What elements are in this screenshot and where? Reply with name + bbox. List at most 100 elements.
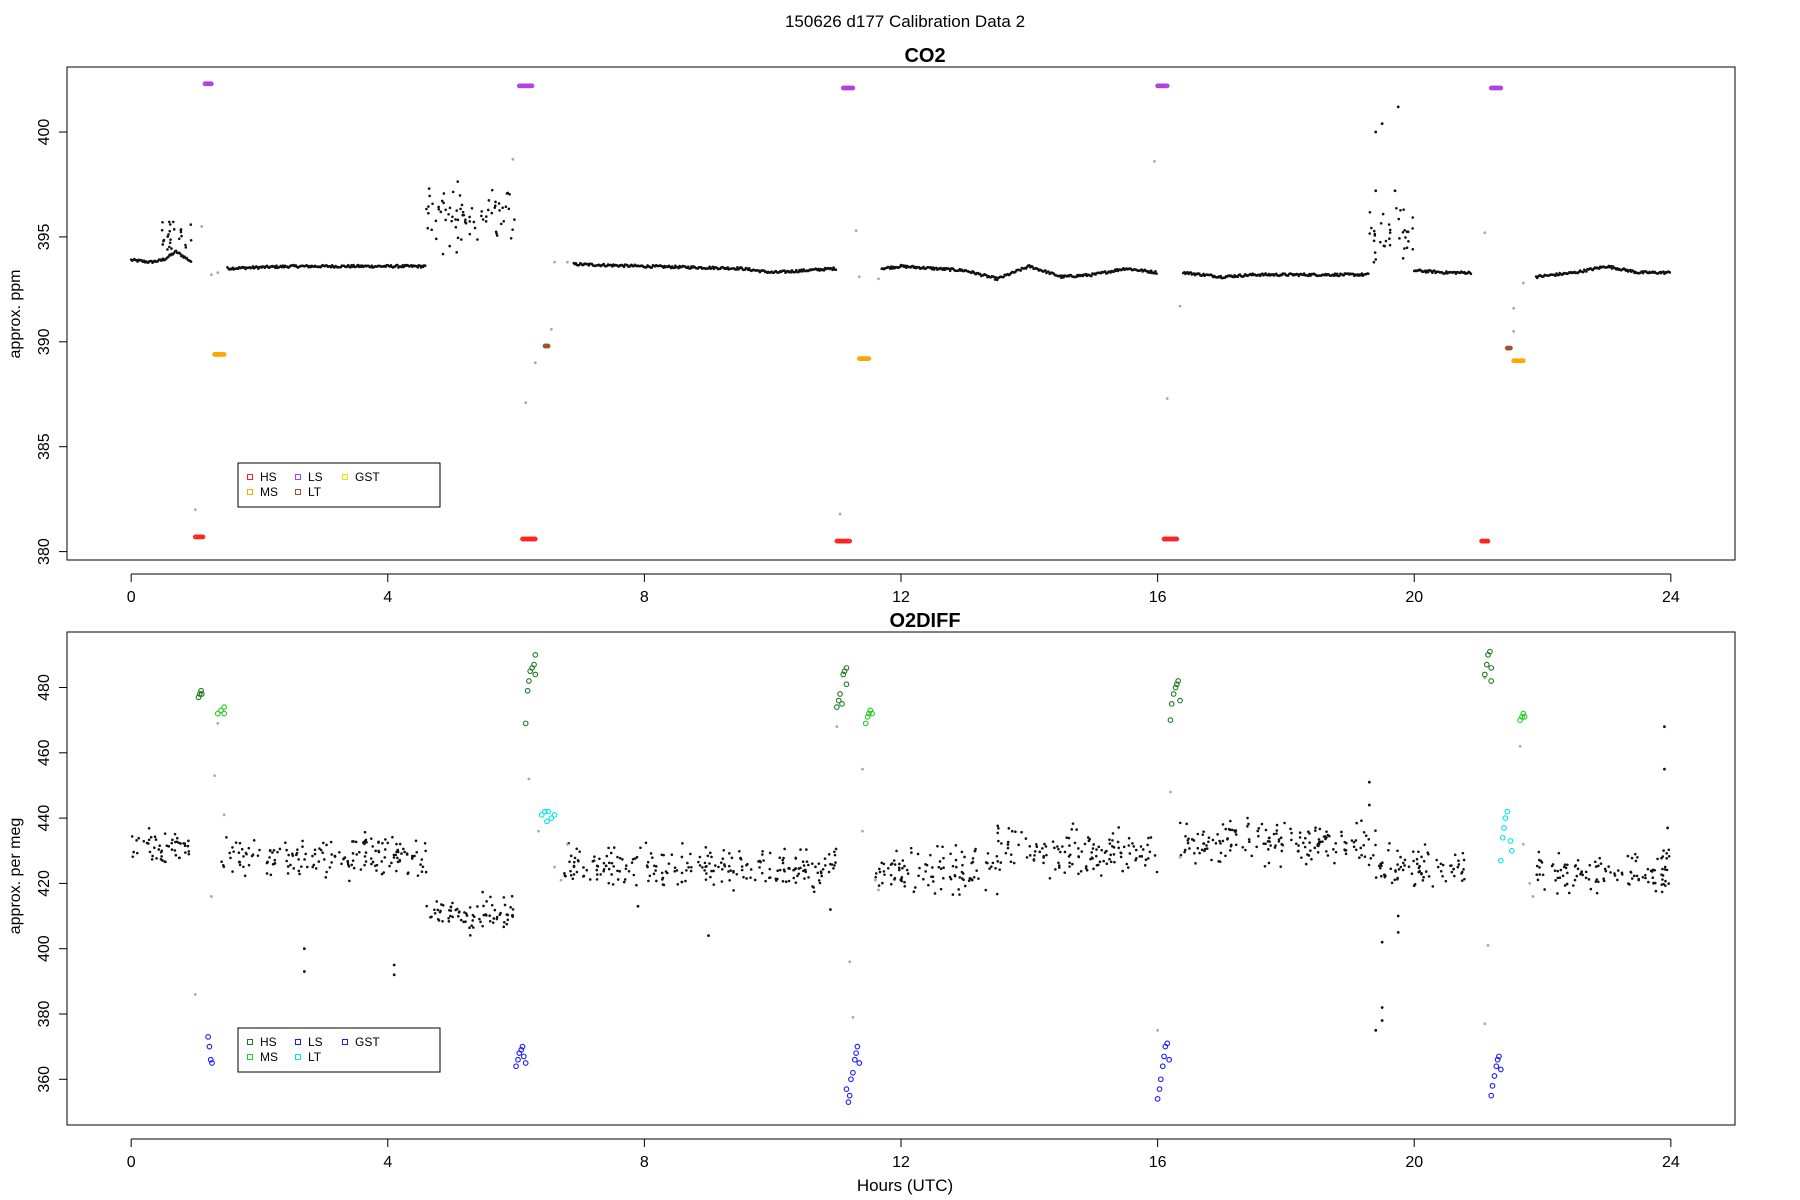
o2diff-ambient-point: [1367, 837, 1371, 841]
co2-ambient-point: [504, 205, 508, 209]
o2diff-ambient-point: [131, 855, 135, 858]
o2diff-legend-box: [237, 1027, 441, 1073]
o2diff-ambient-point: [482, 904, 485, 908]
o2diff-ambient-point: [314, 867, 318, 870]
o2diff-ambient-point: [1635, 874, 1639, 878]
o2diff-ambient-point: [311, 865, 315, 869]
o2diff-ambient-point: [602, 867, 606, 871]
o2diff-ambient-point: [821, 867, 825, 871]
co2-ambient-point: [1140, 268, 1143, 271]
o2diff-ambient-point: [365, 841, 368, 844]
o2diff-ambient-point: [1563, 863, 1567, 866]
o2diff-ambient-point: [758, 866, 761, 869]
co2-ambient-point: [493, 206, 497, 209]
o2diff-ambient-point: [1358, 856, 1361, 860]
o2diff-ambient-point: [639, 846, 642, 850]
o2diff-ambient-point: [456, 914, 460, 918]
o2diff-ambient-point: [653, 864, 656, 868]
o2diff-ambient-point: [1091, 847, 1095, 850]
o2diff-ambient-point: [893, 876, 897, 880]
o2diff-standard-hs-point: [532, 671, 539, 678]
o2diff-x-tick-label: 12: [892, 1154, 910, 1171]
o2diff-ambient-point: [1417, 850, 1420, 854]
co2-ambient-point: [161, 220, 164, 224]
co2-ambient-point: [622, 265, 626, 269]
o2diff-ambient-point: [827, 870, 831, 874]
o2diff-ambient-point: [1207, 836, 1211, 839]
o2diff-ambient-point: [398, 858, 402, 862]
o2diff-outlier-point: [636, 904, 640, 908]
co2-ambient-point: [1411, 216, 1415, 219]
o2diff-ambient-point: [1105, 862, 1109, 866]
o2diff-ambient-point: [352, 866, 356, 870]
o2diff-ambient-point: [732, 871, 735, 874]
co2-flush-point: [1165, 397, 1169, 400]
o2diff-ambient-point: [290, 852, 294, 856]
co2-ambient-point: [1405, 230, 1409, 234]
co2-standard-hs-point: [200, 534, 206, 540]
co2-ambient-point: [423, 264, 427, 268]
o2diff-standard-hs-point: [843, 665, 850, 671]
o2diff-ambient-point: [632, 873, 636, 877]
o2diff-ambient-point: [624, 864, 628, 867]
o2diff-ambient-point: [760, 871, 764, 875]
o2diff-ambient-point: [1656, 857, 1659, 861]
co2-ambient-point: [484, 220, 488, 223]
o2diff-ambient-point: [713, 864, 717, 867]
co2-ambient-point: [448, 206, 452, 210]
o2diff-ambient-point: [1411, 850, 1415, 853]
o2diff-ambient-point: [676, 882, 680, 886]
o2diff-ambient-point: [243, 874, 247, 878]
o2diff-ambient-point: [1298, 831, 1302, 834]
co2-ambient-point: [166, 248, 169, 251]
o2diff-ambient-point: [893, 863, 897, 866]
o2diff-ambient-point: [1132, 845, 1136, 848]
o2diff-ambient-point: [1660, 890, 1664, 894]
o2diff-ambient-point: [1267, 861, 1271, 865]
o2diff-ambient-point: [328, 866, 332, 869]
o2diff-ambient-point: [415, 850, 419, 854]
o2diff-ambient-point: [1224, 854, 1227, 858]
o2diff-ambient-point: [1147, 836, 1150, 840]
o2diff-standard-ls-point: [513, 1063, 519, 1070]
o2diff-ambient-point: [1571, 884, 1575, 887]
o2diff-ambient-point: [458, 910, 461, 913]
co2-ambient-point: [1411, 227, 1414, 230]
o2diff-ambient-point: [1607, 865, 1610, 868]
co2-ambient-point: [459, 238, 463, 241]
o2diff-ambient-point: [874, 875, 878, 879]
o2diff-ambient-point: [370, 862, 373, 866]
o2diff-ambient-point: [670, 853, 674, 857]
o2diff-ambient-point: [802, 864, 806, 867]
o2diff-ambient-point: [240, 847, 244, 851]
o2diff-standard-lt-point: [548, 815, 555, 821]
o2diff-ambient-point: [723, 863, 726, 866]
o2diff-ambient-point: [1179, 853, 1183, 857]
o2diff-ambient-point: [1207, 840, 1210, 844]
o2diff-ambient-point: [153, 835, 157, 839]
o2diff-ambient-point: [455, 907, 459, 911]
o2diff-ambient-point: [1389, 867, 1393, 871]
o2diff-flush-point: [1518, 744, 1522, 748]
o2diff-ambient-point: [924, 870, 927, 873]
o2diff-ambient-point: [491, 921, 495, 924]
o2diff-ambient-point: [704, 846, 708, 849]
o2diff-ambient-point: [1090, 851, 1093, 854]
co2-outlier-point: [1380, 122, 1384, 126]
o2diff-standard-ms-point: [1520, 710, 1527, 717]
o2diff-ambient-point: [960, 850, 964, 854]
co2-x-tick-label: 20: [1405, 589, 1423, 606]
o2diff-ambient-point: [903, 880, 906, 884]
o2diff-ambient-point: [296, 848, 299, 851]
o2diff-standard-hs-point: [1168, 700, 1175, 707]
o2diff-ambient-point: [364, 851, 368, 854]
co2-ambient-point: [711, 265, 715, 269]
o2diff-ambient-point: [988, 867, 991, 870]
co2-ambient-point: [831, 268, 834, 272]
o2diff-standard-hs-point: [1488, 678, 1495, 684]
co2-ambient-point: [994, 276, 998, 279]
o2diff-ambient-point: [1277, 840, 1281, 843]
o2diff-ambient-point: [571, 877, 575, 881]
co2-ambient-point: [349, 266, 352, 269]
